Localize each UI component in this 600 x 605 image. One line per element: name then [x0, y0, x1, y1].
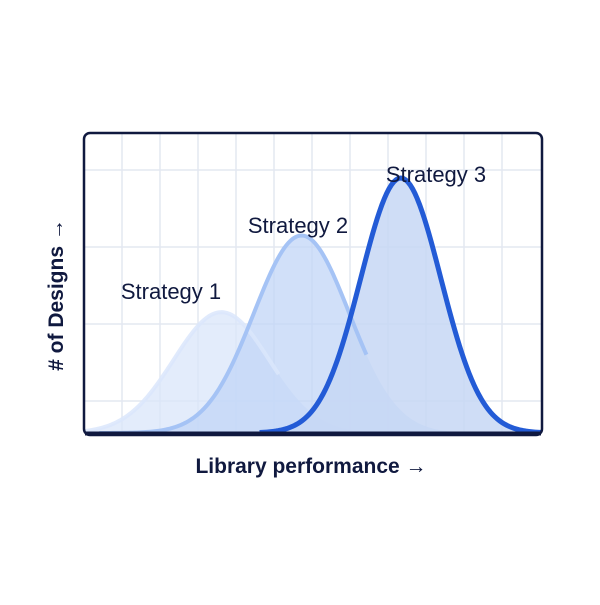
series-area-strategy-1 — [84, 312, 413, 433]
series-area-strategy-3 — [240, 178, 542, 433]
series-label-strategy-1: Strategy 1 — [121, 279, 221, 304]
series-label-strategy-3: Strategy 3 — [386, 162, 486, 187]
series-line-strategy-3 — [259, 175, 542, 435]
x-axis-label: Library performance → — [195, 455, 426, 478]
y-axis-label: # of Designs → — [45, 219, 68, 371]
series-label-strategy-2: Strategy 2 — [248, 213, 348, 238]
series-area-strategy-2 — [110, 235, 493, 433]
series-fills — [84, 178, 542, 433]
